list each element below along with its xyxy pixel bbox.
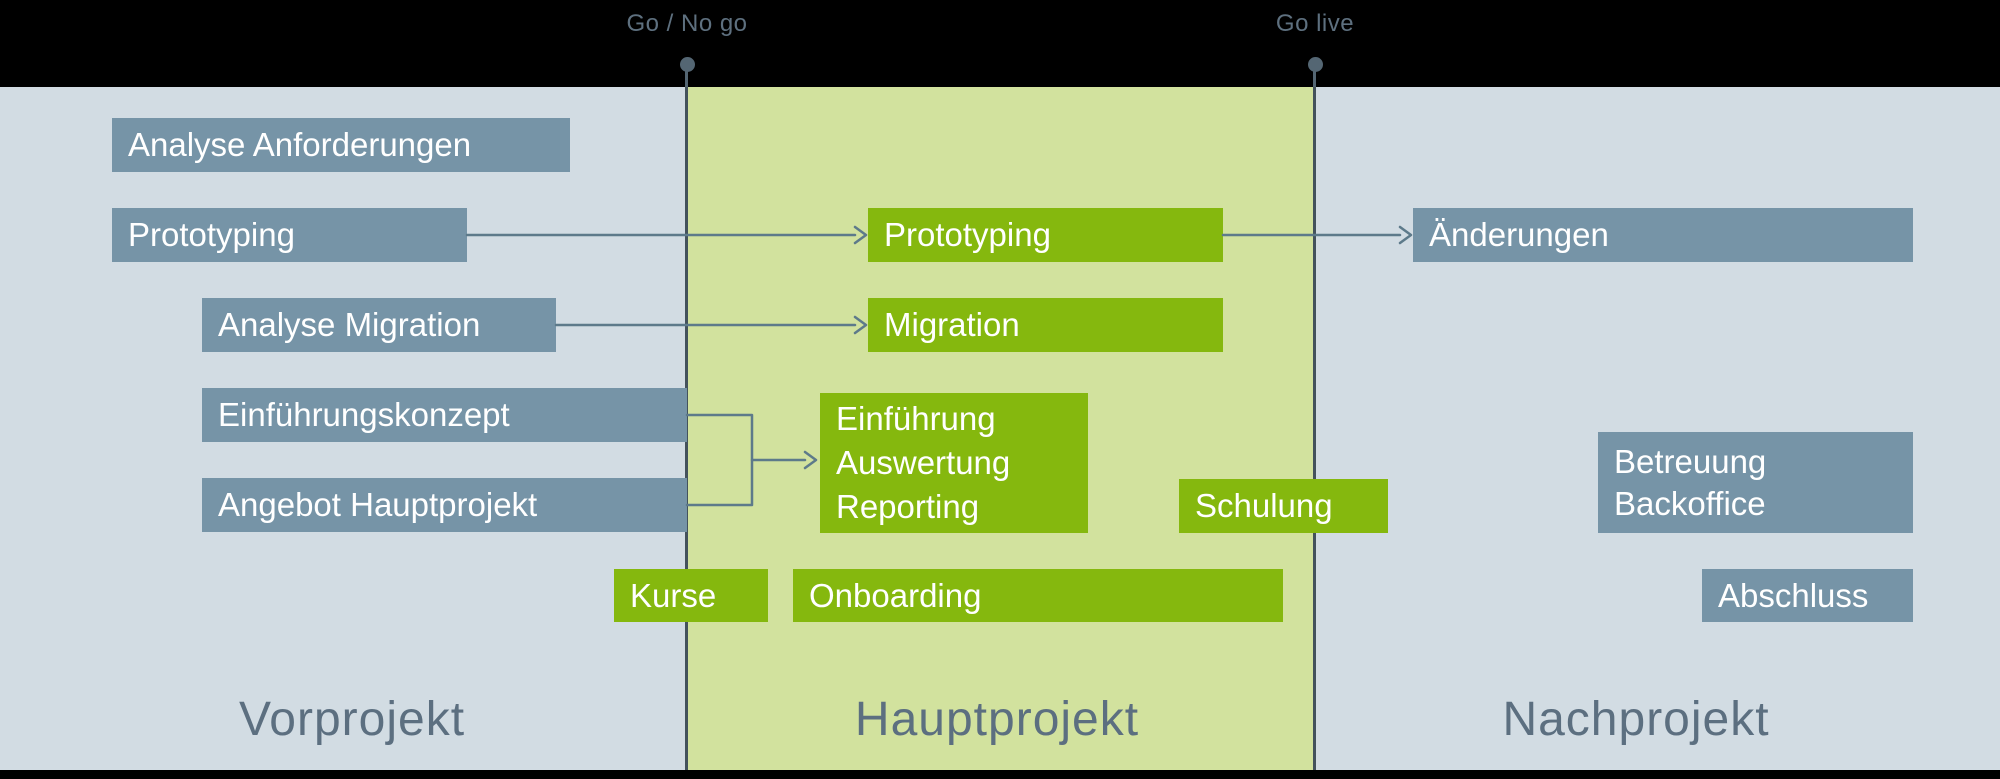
phase-label-nachprojekt: Nachprojekt — [1502, 693, 1770, 746]
task-line-einfuehrung: Einführung — [836, 400, 996, 437]
task-line-backoffice: Backoffice — [1614, 484, 1766, 522]
task-abschluss: Abschluss — [1702, 569, 1913, 622]
milestone-dot-go-no-go — [680, 57, 695, 72]
task-prototyping-hauptprojekt: Prototyping — [868, 208, 1223, 262]
task-onboarding: Onboarding — [793, 569, 1283, 622]
task-line-betreuung: Betreuung — [1614, 442, 1767, 480]
task-line-auswertung: Auswertung — [836, 444, 1011, 481]
task-line-reporting: Reporting — [836, 488, 980, 525]
phase-label-hauptprojekt: Hauptprojekt — [854, 693, 1140, 746]
task-analyse-anforderungen: Analyse Anforderungen — [112, 118, 570, 172]
milestone-label-go-live: Go live — [1275, 10, 1355, 37]
task-aenderungen: Änderungen — [1413, 208, 1913, 262]
phase-label-vorprojekt: Vorprojekt — [238, 693, 466, 746]
milestone-label-go-no-go: Go / No go — [626, 10, 748, 37]
task-prototyping-vorprojekt: Prototyping — [112, 208, 467, 262]
milestone-dot-go-live — [1308, 57, 1323, 72]
milestone-line-go-live — [1313, 87, 1316, 770]
task-kurse: Kurse — [614, 569, 768, 622]
milestone-stem-go-no-go — [685, 63, 688, 89]
task-schulung: Schulung — [1179, 479, 1388, 533]
task-migration: Migration — [868, 298, 1223, 352]
task-betreuung-backoffice: Betreuung Backoffice — [1598, 432, 1913, 533]
task-einfuehrungskonzept: Einführungskonzept — [202, 388, 687, 442]
task-einfuehrung-auswertung-reporting: Einführung Auswertung Reporting — [820, 393, 1088, 533]
milestone-stem-go-live — [1313, 63, 1316, 89]
task-analyse-migration: Analyse Migration — [202, 298, 556, 352]
task-angebot-hauptprojekt: Angebot Hauptprojekt — [202, 478, 687, 532]
